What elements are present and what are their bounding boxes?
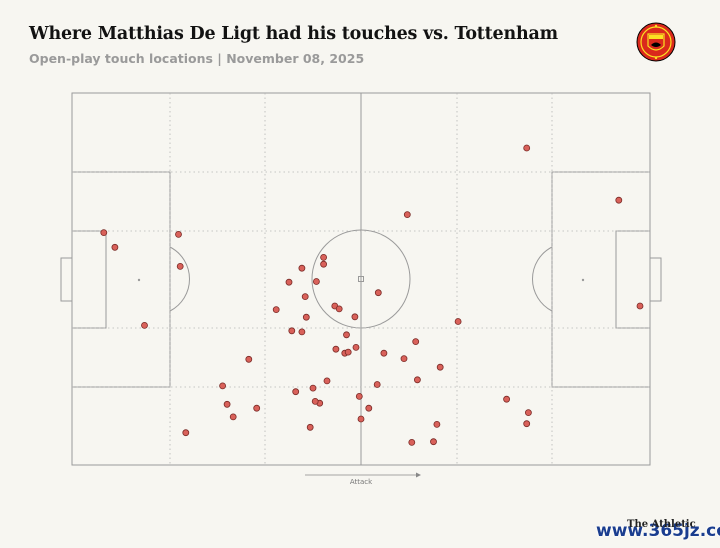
touch-point bbox=[175, 230, 182, 238]
touch-point bbox=[285, 278, 293, 286]
touch-point bbox=[141, 321, 148, 329]
left-penalty-arc bbox=[169, 246, 191, 312]
touch-point bbox=[357, 415, 365, 423]
touch-point bbox=[436, 363, 444, 371]
touch-point bbox=[292, 388, 300, 396]
touch-point bbox=[229, 413, 237, 421]
touch-point bbox=[306, 423, 314, 431]
touch-point bbox=[182, 429, 190, 437]
touch-point bbox=[615, 196, 623, 204]
left-goal bbox=[60, 257, 73, 302]
touch-point bbox=[365, 404, 373, 412]
touch-point bbox=[335, 305, 343, 313]
touch-point bbox=[288, 327, 296, 335]
touch-point bbox=[332, 345, 340, 353]
touch-point bbox=[523, 420, 531, 428]
left-penalty-area bbox=[71, 171, 171, 388]
manchester-united-crest-icon bbox=[636, 22, 676, 62]
touch-point bbox=[312, 278, 320, 285]
touch-point bbox=[433, 420, 441, 428]
touch-point bbox=[523, 144, 531, 152]
touch-point bbox=[311, 397, 319, 405]
touch-point bbox=[454, 318, 462, 325]
touch-point bbox=[302, 313, 310, 321]
touch-point bbox=[298, 328, 306, 336]
touch-point bbox=[320, 260, 328, 268]
touch-point bbox=[374, 289, 382, 297]
touch-point bbox=[351, 313, 359, 321]
touch-point bbox=[100, 229, 108, 237]
touch-point bbox=[320, 253, 328, 261]
touch-point bbox=[400, 355, 408, 363]
touch-point bbox=[352, 343, 360, 351]
right-penalty-arc bbox=[531, 246, 553, 312]
touch-point bbox=[343, 331, 350, 339]
touch-point bbox=[298, 264, 306, 272]
touch-point bbox=[301, 293, 309, 301]
center-spot bbox=[358, 276, 364, 282]
watermark: www.365jz.com bbox=[596, 521, 720, 541]
right-penalty-spot bbox=[581, 278, 585, 282]
touch-point bbox=[223, 400, 231, 408]
touch-point bbox=[412, 338, 420, 346]
right-penalty-area bbox=[551, 171, 651, 388]
left-penalty-spot bbox=[137, 278, 141, 282]
left-six-yard-box bbox=[71, 230, 107, 329]
touch-point bbox=[430, 438, 437, 446]
touch-point bbox=[408, 438, 416, 446]
touch-point bbox=[355, 392, 363, 400]
touch-point bbox=[219, 382, 227, 390]
touch-point bbox=[309, 384, 317, 392]
touch-point bbox=[323, 377, 331, 385]
touch-point bbox=[413, 376, 421, 384]
touch-point bbox=[380, 349, 388, 357]
touch-point bbox=[373, 381, 381, 388]
touch-point bbox=[525, 409, 532, 417]
touch-point bbox=[111, 243, 119, 251]
right-goal bbox=[649, 257, 662, 302]
touch-point bbox=[253, 404, 261, 412]
touch-point bbox=[344, 348, 352, 356]
right-six-yard-box bbox=[615, 230, 651, 329]
touch-point bbox=[245, 355, 253, 363]
publisher-brand: The Athletic bbox=[627, 519, 696, 530]
touch-point bbox=[272, 306, 280, 314]
attack-direction-label: Attack bbox=[350, 478, 373, 486]
attack-arrow-head bbox=[416, 472, 421, 478]
touch-point bbox=[503, 395, 511, 403]
chart-title: Where Matthias De Ligt had his touches v… bbox=[29, 24, 558, 44]
touch-point bbox=[403, 211, 411, 219]
chart-subtitle: Open-play touch locations | November 08,… bbox=[29, 51, 365, 66]
touch-point bbox=[176, 262, 184, 270]
touch-point bbox=[636, 302, 644, 310]
